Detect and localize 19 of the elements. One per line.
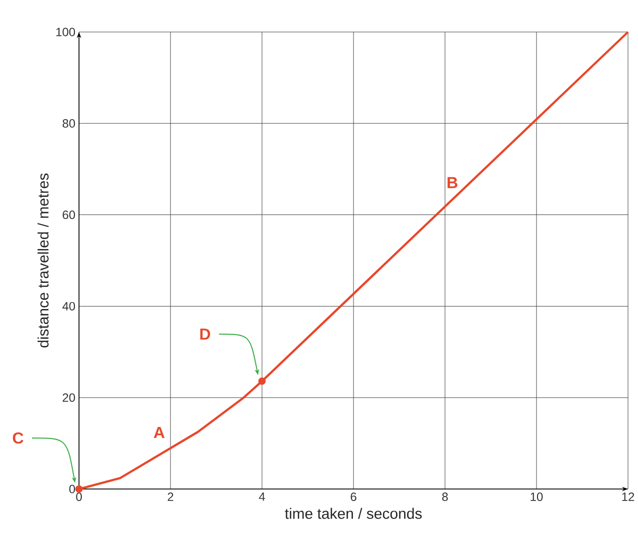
y-tick-label: 0 — [69, 484, 76, 494]
annotation: B — [448, 177, 458, 188]
y-tick-label: 60 — [62, 210, 75, 220]
annotation: A — [154, 427, 165, 438]
annotation: D — [200, 328, 210, 340]
x-tick-label: 8 — [442, 492, 448, 502]
x-tick-label: 0 — [76, 492, 82, 502]
x-tick-label: 4 — [258, 492, 265, 501]
x-axis-title: time taken / seconds — [284, 508, 422, 519]
x-tick-label: 10 — [530, 492, 543, 502]
x-tick-label: 2 — [168, 492, 174, 501]
y-tick-label: 20 — [62, 393, 75, 402]
y-tick-label: 40 — [62, 302, 75, 310]
text: C — [12, 432, 24, 444]
y-tick-label: 80 — [62, 119, 75, 128]
y-axis-title: distance travelled / metres — [38, 174, 49, 348]
y-tick-label: 100 — [56, 28, 75, 36]
x-tick-label: 12 — [622, 492, 634, 501]
x-tick-label: 6 — [350, 492, 356, 502]
